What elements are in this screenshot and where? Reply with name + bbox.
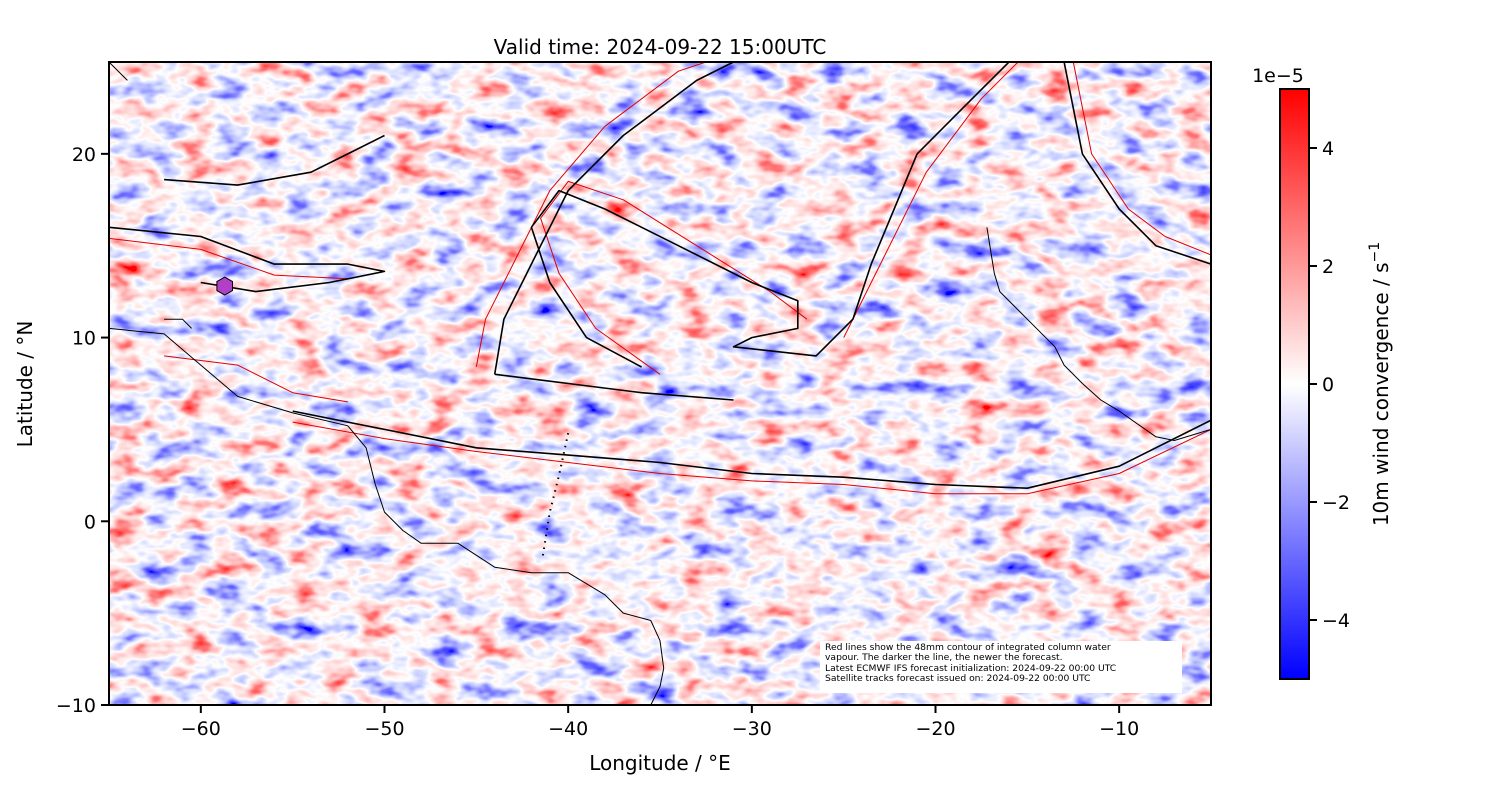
chart-title: Valid time: 2024-09-22 15:00UTC — [494, 35, 827, 59]
coastline — [109, 327, 665, 705]
coastline — [986, 227, 1211, 441]
older-forecast-contours — [109, 62, 1211, 495]
latest-contour-line — [494, 373, 734, 401]
y-tick-label: 20 — [72, 144, 96, 166]
latest-forecast-contours — [109, 62, 1211, 490]
older-contour-line — [164, 355, 348, 403]
colorbar-gradient — [1279, 88, 1310, 680]
y-tick-label: −10 — [56, 695, 96, 717]
x-tick-label: −20 — [915, 718, 955, 740]
x-axis: −60 −50 −40 −30 −20 −10 — [181, 705, 1139, 740]
location-marker-hexagon — [216, 276, 233, 296]
colorbar-tick-label: −2 — [1322, 492, 1350, 514]
coastline — [109, 62, 128, 81]
forecast-annotation-box: Red lines show the 48mm contour of integ… — [820, 641, 1182, 693]
colorbar-offset-text: 1e−5 — [1252, 65, 1304, 87]
x-tick-label: −50 — [364, 718, 404, 740]
satellite-track — [541, 432, 570, 559]
y-tick-label: 0 — [84, 511, 96, 533]
wind-convergence-field — [109, 62, 1211, 705]
annotation-line: vapour. The darker the line, the newer t… — [825, 652, 1063, 664]
colorbar-tick-label: 2 — [1322, 256, 1334, 278]
older-contour-line — [1072, 62, 1211, 256]
x-tick-label: −60 — [181, 718, 221, 740]
colorbar-label: 10m wind convergence / s−1 — [1367, 242, 1393, 526]
x-axis-label: Longitude / °E — [589, 751, 731, 775]
colorbar: 1e−5 −4 −2 0 2 4 10m wind convergence / s−1 — [1252, 65, 1393, 680]
older-contour-line — [292, 421, 1211, 495]
y-tick-label: 10 — [72, 328, 96, 350]
map-plot-area — [109, 62, 1211, 705]
colorbar-tick-label: 0 — [1322, 374, 1334, 396]
latest-contour-line — [1063, 62, 1211, 265]
latest-contour-line — [164, 134, 385, 186]
older-contour-line — [843, 62, 1019, 338]
latest-contour-line — [109, 226, 386, 293]
older-contour-line — [109, 237, 348, 280]
latest-contour-line — [530, 62, 1010, 368]
plot-frame — [108, 61, 1212, 706]
annotation-line: Latest ECMWF IFS forecast initialization… — [825, 662, 1117, 674]
colorbar-tick-label: 4 — [1322, 138, 1334, 160]
older-contour-line — [475, 62, 707, 368]
annotation-line: Red lines show the 48mm contour of integ… — [825, 642, 1111, 653]
coastlines — [109, 62, 1211, 705]
x-tick-label: −30 — [732, 718, 772, 740]
latest-contour-line — [292, 410, 1211, 490]
latest-contour-line — [493, 62, 734, 375]
coastline — [164, 318, 192, 329]
y-axis-label: Latitude / °N — [13, 321, 37, 448]
colorbar-tick-label: −4 — [1322, 610, 1350, 632]
y-axis: −10 0 10 20 — [56, 144, 109, 717]
older-contour-line — [540, 180, 808, 375]
x-tick-label: −10 — [1099, 718, 1139, 740]
annotation-line: Satellite tracks forecast issued on: 202… — [825, 673, 1091, 685]
x-tick-label: −40 — [548, 718, 588, 740]
